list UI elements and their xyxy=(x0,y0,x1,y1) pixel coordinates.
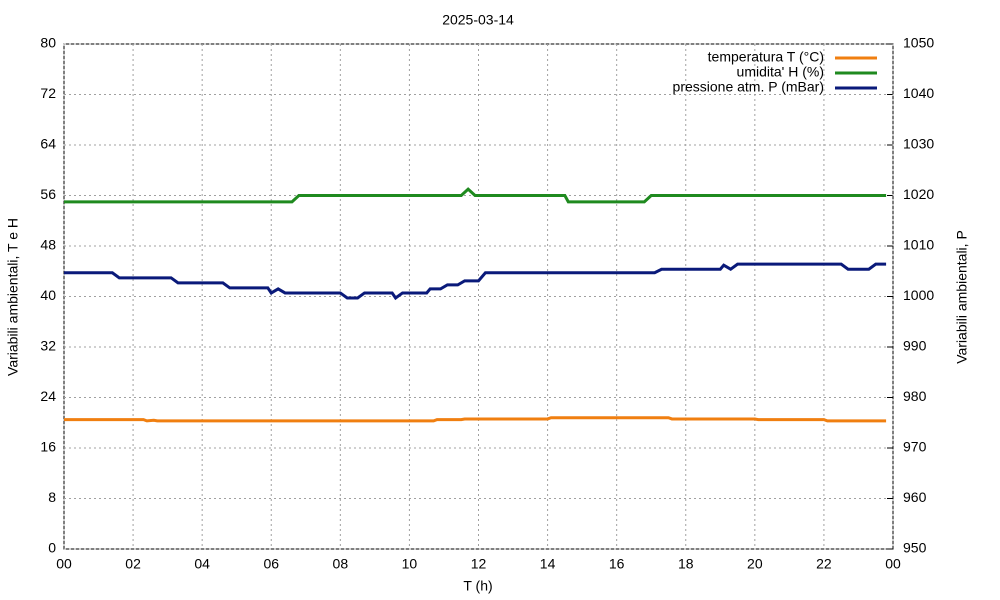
y2-axis-label: Variabili ambientali, P xyxy=(954,230,970,364)
y-axis-label: Variabili ambientali, T e H xyxy=(5,218,21,376)
y-tick-label: 32 xyxy=(40,338,56,354)
y2-tick-label: 960 xyxy=(903,489,927,505)
y-tick-label: 80 xyxy=(40,35,56,51)
x-tick-label: 08 xyxy=(333,556,349,572)
y-tick-label: 0 xyxy=(48,540,56,556)
y2-tick-label: 1030 xyxy=(903,136,934,152)
chart-title: 2025-03-14 xyxy=(442,12,514,28)
x-tick-label: 18 xyxy=(678,556,694,572)
y-tick-label: 16 xyxy=(40,439,56,455)
y-tick-label: 56 xyxy=(40,186,56,202)
y2-tick-label: 970 xyxy=(903,439,927,455)
y2-tick-label: 1000 xyxy=(903,287,934,303)
y2-tick-label: 1040 xyxy=(903,85,934,101)
data-line xyxy=(64,262,887,301)
x-tick-label: 10 xyxy=(402,556,418,572)
x-tick-label: 00 xyxy=(885,556,901,572)
x-tick-label: 14 xyxy=(540,556,556,572)
legend-label: pressione atm. P (mBar) xyxy=(673,79,824,95)
legend-label: umidita' H (%) xyxy=(737,64,824,80)
y-tick-label: 64 xyxy=(40,136,56,152)
y2-tick-label: 950 xyxy=(903,540,927,556)
x-tick-label: 06 xyxy=(263,556,279,572)
y2-tick-label: 1020 xyxy=(903,186,934,202)
y-tick-label: 48 xyxy=(40,237,56,253)
y-tick-label: 24 xyxy=(40,388,56,404)
x-axis-label: T (h) xyxy=(463,578,492,594)
x-tick-label: 20 xyxy=(747,556,763,572)
y2-tick-label: 990 xyxy=(903,338,927,354)
y2-tick-label: 980 xyxy=(903,388,927,404)
y2-tick-label: 1010 xyxy=(903,237,934,253)
legend-label: temperatura T (°C) xyxy=(708,49,824,65)
x-tick-label: 22 xyxy=(816,556,832,572)
y-tick-label: 8 xyxy=(48,489,56,505)
x-tick-label: 00 xyxy=(56,556,72,572)
y2-tick-label: 1050 xyxy=(903,35,934,51)
data-line xyxy=(64,416,887,423)
x-tick-label: 02 xyxy=(125,556,141,572)
x-tick-label: 16 xyxy=(609,556,625,572)
data-line xyxy=(64,187,887,204)
y-tick-label: 72 xyxy=(40,85,56,101)
x-tick-label: 04 xyxy=(194,556,210,572)
x-tick-label: 12 xyxy=(471,556,487,572)
y-tick-label: 40 xyxy=(40,287,56,303)
